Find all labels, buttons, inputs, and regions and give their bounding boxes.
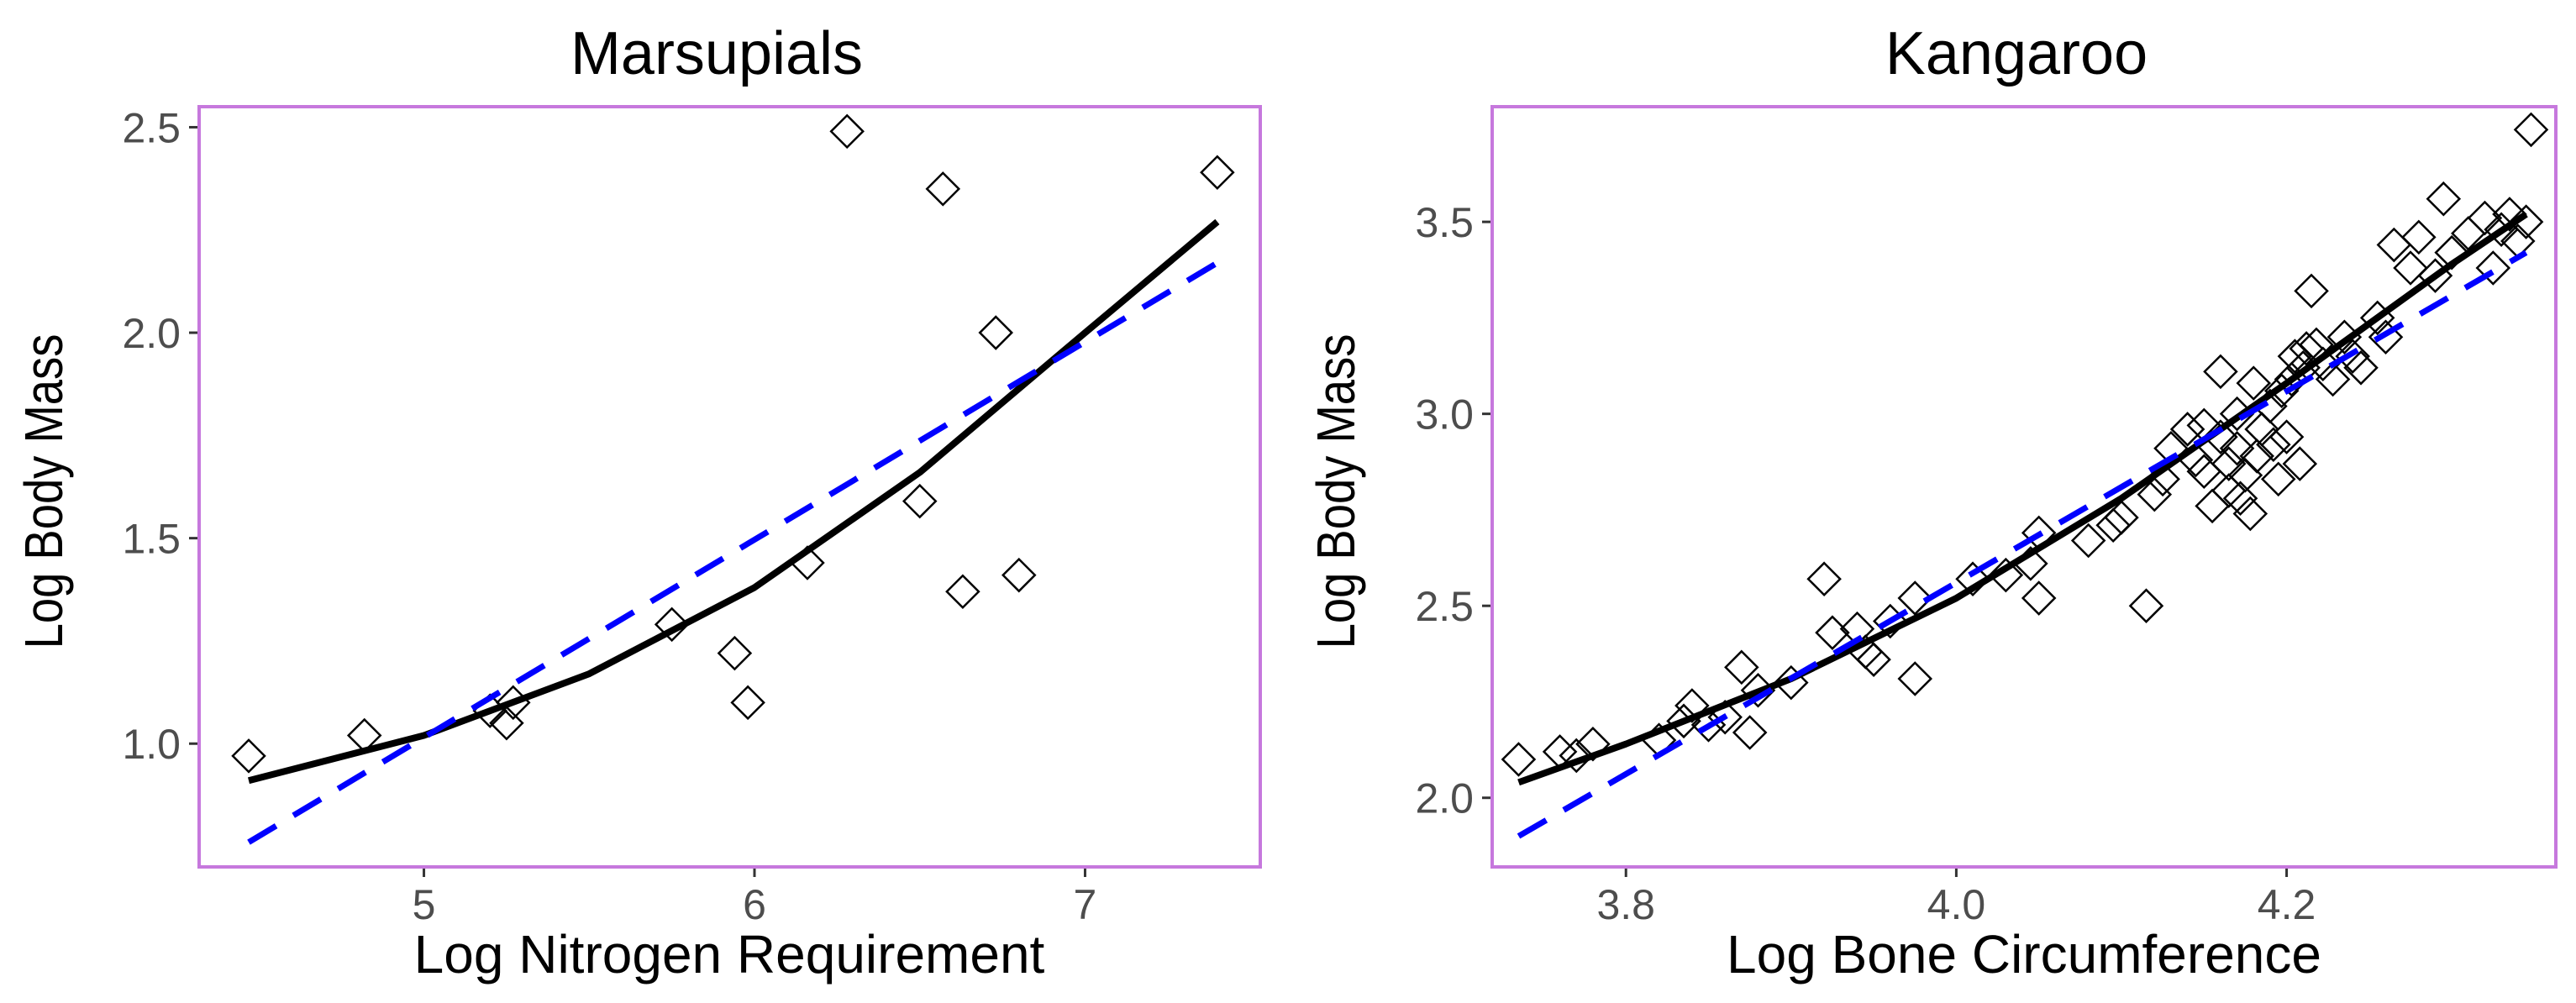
- kangaroo-data-point: [2426, 181, 2462, 217]
- kangaroo-data-point: [2335, 339, 2370, 374]
- kangaroo-data-point: [2137, 476, 2173, 512]
- marsupials-y-axis-label: Log Body Mass: [13, 334, 74, 649]
- marsupials-x-axis-label: Log Nitrogen Requirement: [414, 924, 1045, 985]
- kangaroo-y-axis-label: Log Body Mass: [1306, 334, 1366, 649]
- kangaroo-x-tick-label: 4.0: [1927, 881, 1986, 928]
- kangaroo-data-point: [2315, 361, 2351, 397]
- kangaroo-marks: [1501, 112, 2549, 839]
- kangaroo-data-point: [2232, 496, 2268, 532]
- kangaroo-data-point: [2393, 250, 2428, 286]
- kangaroo-data-point: [2475, 250, 2511, 286]
- kangaroo-x-tick-label: 3.8: [1596, 881, 1655, 928]
- marsupials-marks: [231, 113, 1235, 845]
- marsupials-y-ticks: 1.0 1.5 2.0 2.5: [122, 104, 199, 768]
- kangaroo-data-point: [2434, 234, 2469, 270]
- kangaroo-data-point: [2021, 580, 2057, 616]
- kangaroo-y-tick-label: 3.5: [1415, 199, 1474, 246]
- kangaroo-data-point: [2222, 480, 2258, 516]
- kangaroo-data-point: [1575, 726, 1611, 762]
- marsupials-solid-fit-line: [248, 218, 1220, 785]
- kangaroo-data-point: [2368, 319, 2404, 355]
- kangaroo-data-point: [2211, 446, 2247, 481]
- kangaroo-data-point: [1897, 661, 1933, 696]
- kangaroo-data-point: [2492, 197, 2527, 232]
- kangaroo-y-tick-label: 2.5: [1415, 583, 1474, 630]
- marsupials-title: Marsupials: [570, 20, 863, 87]
- marsupials-data-point: [925, 171, 961, 207]
- marsupials-data-point: [945, 574, 980, 610]
- kangaroo-x-axis-label: Log Bone Circumference: [1727, 924, 2321, 985]
- kangaroo-data-point: [1806, 561, 1842, 596]
- marsupials-dashed-fit-line: [247, 260, 1219, 845]
- marsupials-data-point: [829, 113, 865, 150]
- kangaroo-data-point: [1724, 649, 1759, 685]
- kangaroo-data-point: [1501, 742, 1537, 777]
- marsupials-data-point: [489, 706, 524, 741]
- kangaroo-data-point: [2508, 204, 2544, 239]
- kangaroo-data-point: [2513, 112, 2549, 148]
- kangaroo-y-ticks: 2.0 2.5 3.0 3.5: [1415, 199, 1492, 822]
- marsupials-data-point: [730, 685, 765, 721]
- kangaroo-data-point: [2305, 346, 2341, 382]
- kangaroo-data-point: [2401, 219, 2437, 255]
- kangaroo-solid-fit-line: [1517, 211, 2528, 786]
- kangaroo-x-ticks: 3.8 4.0 4.2: [1596, 867, 2316, 928]
- kangaroo-data-point: [1674, 688, 1710, 723]
- marsupials-y-tick-label: 1.0: [122, 721, 181, 768]
- marsupials-data-point: [717, 635, 753, 671]
- marsupials-data-point: [654, 607, 690, 643]
- kangaroo-dashed-fit-line: [1517, 249, 2528, 839]
- panel-marsupials: Marsupials 5 6 7 1.0 1.5 2.0 2.5 Log Nitrogen…: [13, 20, 1262, 985]
- kangaroo-data-point: [2343, 350, 2379, 386]
- marsupials-y-tick-label: 2.5: [122, 104, 181, 151]
- kangaroo-data-point: [1732, 715, 1768, 750]
- kangaroo-data-point: [1856, 642, 1891, 677]
- kangaroo-y-tick-label: 3.0: [1415, 391, 1474, 438]
- kangaroo-data-point: [1955, 561, 1990, 596]
- kangaroo-data-point: [2169, 412, 2205, 447]
- kangaroo-title: Kangaroo: [1885, 20, 2148, 87]
- marsupials-data-point: [1001, 557, 1037, 593]
- marsupials-x-tick-label: 6: [743, 881, 766, 928]
- marsupials-data-point: [1200, 155, 1235, 191]
- kangaroo-x-tick-label: 4.2: [2258, 881, 2316, 928]
- marsupials-data-point: [231, 738, 266, 774]
- marsupials-panel-border: [197, 105, 1262, 869]
- kangaroo-data-point: [2219, 431, 2255, 466]
- kangaroo-data-point: [2104, 500, 2139, 535]
- kangaroo-data-point: [1774, 664, 1809, 701]
- kangaroo-data-point: [1559, 738, 1595, 774]
- marsupials-plot-area: 5 6 7 1.0 1.5 2.0 2.5: [122, 104, 1235, 928]
- kangaroo-y-tick-label: 2.0: [1415, 775, 1474, 822]
- kangaroo-plot-area: 3.8 4.0 4.2 2.0 2.5 3.0 3.5: [1415, 112, 2549, 928]
- panel-kangaroo: Kangaroo 3.8 4.0 4.2 2.0 2.5 3.0 3.5 Log Bone…: [1306, 20, 2558, 985]
- kangaroo-data-point: [2282, 446, 2318, 481]
- kangaroo-data-point: [1988, 557, 2024, 593]
- marsupials-data-point: [902, 483, 938, 519]
- kangaroo-data-point: [2294, 273, 2329, 309]
- kangaroo-data-point: [2256, 427, 2291, 462]
- kangaroo-data-point: [1897, 580, 1933, 616]
- kangaroo-data-point: [2244, 412, 2279, 447]
- marsupials-x-tick-label: 7: [1074, 881, 1097, 928]
- marsupials-x-ticks: 5 6 7: [413, 867, 1097, 928]
- kangaroo-panel-border: [1490, 105, 2558, 869]
- marsupials-y-tick-label: 1.5: [122, 516, 181, 563]
- marsupials-x-tick-label: 5: [413, 881, 436, 928]
- kangaroo-data-point: [2236, 365, 2272, 401]
- kangaroo-data-point: [2070, 523, 2106, 559]
- kangaroo-data-point: [2195, 488, 2230, 524]
- marsupials-y-tick-label: 2.0: [122, 310, 181, 357]
- kangaroo-data-point: [2128, 588, 2164, 623]
- marsupials-data-point: [978, 315, 1014, 350]
- kangaroo-data-point: [2260, 461, 2296, 497]
- kangaroo-data-point: [2095, 507, 2131, 543]
- kangaroo-data-point: [2203, 419, 2238, 454]
- kangaroo-data-point: [2268, 419, 2305, 454]
- kangaroo-data-point: [2203, 354, 2238, 390]
- kangaroo-data-point: [2239, 438, 2274, 474]
